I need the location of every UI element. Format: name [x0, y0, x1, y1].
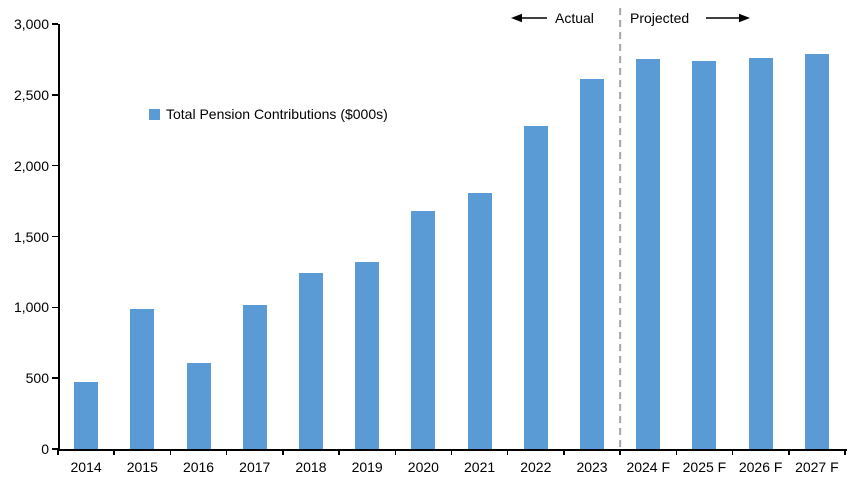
x-tick-label: 2022: [520, 459, 552, 475]
x-axis-tick: [282, 449, 284, 455]
actual-left-arrow-icon: [511, 13, 547, 23]
y-axis-tick: [52, 306, 58, 309]
y-axis-tick: [52, 448, 58, 450]
x-tick-label: 2024 F: [626, 459, 671, 475]
y-axis-tick: [52, 164, 58, 167]
x-tick-label: 2027 F: [795, 459, 839, 475]
x-axis-tick: [619, 449, 621, 455]
x-axis-tick: [169, 449, 172, 455]
bar-2019: [355, 262, 380, 449]
x-axis-tick: [844, 449, 846, 455]
x-axis-tick: [675, 449, 678, 455]
x-axis-tick: [113, 449, 115, 455]
bar-2015: [130, 308, 155, 449]
actual-annotation-label: Actual: [555, 10, 594, 26]
bar-2018: [298, 273, 323, 449]
y-axis-line: [58, 24, 60, 450]
y-axis-tick: [52, 235, 58, 238]
legend-label: Total Pension Contributions ($000s): [166, 106, 388, 122]
bar-2017: [242, 304, 267, 449]
bar-2024-f: [636, 59, 661, 449]
y-axis-tick: [52, 377, 58, 379]
bar-2016: [186, 362, 211, 449]
x-tick-label: 2014: [70, 459, 102, 475]
x-axis-tick: [394, 449, 397, 455]
x-axis-tick: [450, 449, 453, 455]
x-tick-label: 2025 F: [682, 459, 727, 475]
x-tick-label: 2016: [182, 459, 215, 475]
y-tick-label: 2,000: [13, 157, 49, 174]
bar-2021: [467, 192, 492, 449]
x-axis-tick: [225, 449, 228, 455]
y-tick-label: 2,500: [13, 86, 49, 103]
y-axis-tick: [52, 23, 58, 25]
x-axis-tick: [563, 449, 565, 455]
x-axis-tick: [57, 449, 59, 455]
x-tick-label: 2026 F: [738, 459, 783, 475]
y-tick-label: 500: [25, 370, 49, 387]
bar-2023: [580, 79, 605, 449]
bar-2014: [74, 382, 99, 449]
x-axis-tick: [338, 449, 340, 455]
x-axis-line: [58, 449, 847, 451]
x-tick-label: 2017: [239, 459, 271, 475]
y-tick-label: 1,500: [13, 228, 49, 245]
x-tick-label: 2023: [576, 459, 608, 475]
x-tick-label: 2018: [295, 459, 327, 475]
bar-2026-f: [748, 58, 773, 449]
y-tick-label: 1,000: [13, 299, 49, 316]
x-tick-label: 2021: [464, 459, 496, 475]
legend-marker-swatch: [149, 108, 160, 120]
bar-2025-f: [692, 60, 717, 449]
y-tick-label: 3,000: [13, 16, 49, 32]
bar-2020: [411, 211, 436, 449]
y-tick-label: 0: [41, 441, 49, 457]
y-axis-tick: [52, 94, 58, 96]
bar-2027-f: [804, 53, 829, 449]
x-axis-tick: [731, 449, 734, 455]
bar-2022: [523, 126, 548, 449]
x-axis-tick: [788, 449, 790, 455]
x-axis-tick: [506, 449, 509, 455]
x-tick-label: 2020: [407, 459, 439, 475]
projected-annotation-label: Projected: [630, 10, 690, 26]
projected-right-arrow-icon: [706, 13, 750, 23]
legend: Total Pension Contributions ($000s): [149, 106, 388, 122]
x-tick-label: 2015: [126, 459, 158, 475]
x-tick-label: 2019: [351, 459, 383, 475]
